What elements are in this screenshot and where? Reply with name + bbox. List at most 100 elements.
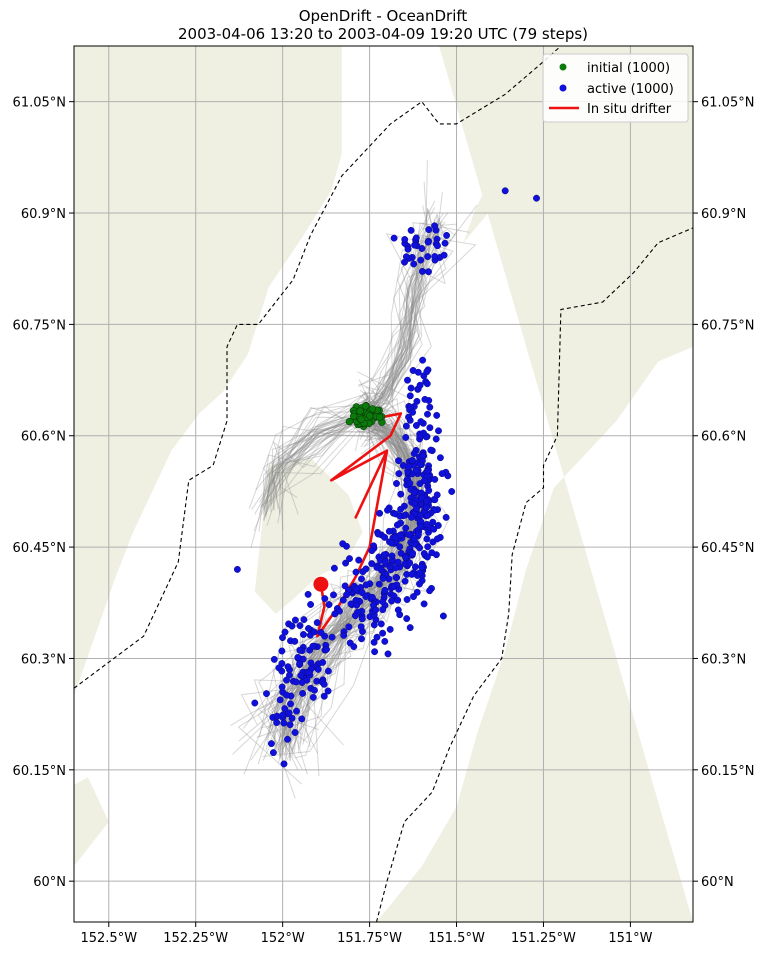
trajectory-39 <box>251 414 367 510</box>
active-particle-124 <box>395 470 403 478</box>
lat-tick-label-right-2: 60.3°N <box>701 652 746 667</box>
active-particle-329 <box>370 542 378 550</box>
active-particle-399 <box>299 689 307 697</box>
active-particle-440 <box>280 760 288 768</box>
active-particle-343 <box>394 606 402 614</box>
lat-tick-label-left-6: 60.9°N <box>21 207 66 222</box>
trajectory-71 <box>268 419 365 513</box>
active-particle-421 <box>284 663 292 671</box>
active-particle-319 <box>379 574 387 582</box>
trajectory-31 <box>272 419 368 485</box>
active-particle-6 <box>402 434 410 441</box>
trajectory-19 <box>262 403 367 508</box>
border-line-0 <box>74 46 562 689</box>
trajectory-78 <box>279 417 417 745</box>
active-particle-430 <box>283 676 290 684</box>
active-particle-385 <box>296 622 304 630</box>
initial-particle-62 <box>350 412 358 420</box>
active-particle-516 <box>251 699 259 707</box>
active-particle-417 <box>310 628 318 636</box>
active-particle-345 <box>379 598 387 606</box>
trajectory-83 <box>266 392 371 509</box>
active-particle-95 <box>433 411 441 419</box>
active-particle-354 <box>377 620 385 628</box>
active-particle-249 <box>368 560 376 568</box>
trajectory-92 <box>363 214 440 408</box>
active-particle-226 <box>380 551 388 559</box>
border-line-1 <box>375 227 693 922</box>
legend-initial-marker <box>559 63 567 71</box>
active-particle-466 <box>404 245 412 253</box>
trajectory-135 <box>267 413 364 498</box>
active-particle-350 <box>358 575 365 583</box>
active-particle-267 <box>408 570 416 578</box>
active-particle-257 <box>418 563 426 571</box>
legend-active-label: active (1000) <box>587 82 674 97</box>
trajectory-72 <box>361 200 436 405</box>
legend-initial-label: initial (1000) <box>587 61 670 76</box>
active-particle-412 <box>323 646 330 653</box>
in-situ-drifter <box>313 412 403 638</box>
active-particle-496 <box>427 446 435 454</box>
active-particle-434 <box>291 729 299 736</box>
active-particle-499 <box>419 356 427 364</box>
map-title-line2: 2003-04-06 13:20 to 2003-04-09 19:20 UTC… <box>178 25 588 43</box>
gridlines <box>74 46 693 922</box>
lon-tick-label-5: 151.25°W <box>511 931 576 946</box>
trajectory-99 <box>276 391 366 495</box>
initial-particle-59 <box>375 413 384 421</box>
trajectory-32 <box>361 224 440 429</box>
active-particle-502 <box>409 367 417 374</box>
active-particle-287 <box>381 637 389 645</box>
trajectory-79 <box>262 415 369 488</box>
active-particle-255 <box>392 564 400 572</box>
active-particle-244 <box>423 497 431 505</box>
active-particle-234 <box>381 533 389 541</box>
active-particle-423 <box>294 653 302 661</box>
active-particle-505 <box>423 380 431 388</box>
trajectory-95 <box>262 401 363 521</box>
trajectory-163 <box>271 419 368 513</box>
active-particle-259 <box>385 527 393 535</box>
active-particle-253 <box>416 569 424 577</box>
lon-tick-label-2: 152°W <box>261 931 305 946</box>
active-particle-494 <box>431 253 439 260</box>
active-particle-506 <box>407 384 415 392</box>
active-particle-337 <box>307 601 315 608</box>
active-particle-317 <box>386 625 394 633</box>
lon-tick-label-1: 152.25°W <box>163 931 228 946</box>
active-particle-295 <box>370 621 378 629</box>
trajectory-48 <box>364 233 436 401</box>
drifter-end-marker <box>313 576 329 592</box>
active-particle-349 <box>321 595 329 603</box>
active-particle-94 <box>439 612 447 620</box>
active-particle-300 <box>340 631 348 639</box>
active-particle-152 <box>438 470 446 478</box>
lon-tick-label-3: 151.75°W <box>337 931 402 946</box>
lat-tick-label-left-5: 60.75°N <box>13 318 66 333</box>
active-particle-126 <box>423 504 430 512</box>
trajectory-24 <box>365 222 456 391</box>
trajectory-4 <box>354 237 454 452</box>
trajectory-148 <box>363 218 441 408</box>
trajectory-14 <box>291 397 410 754</box>
active-particle-195 <box>384 506 391 514</box>
active-particle-55 <box>433 491 441 499</box>
trajectory-159 <box>263 412 362 518</box>
initial-particle-68 <box>356 407 364 415</box>
active-particle-347 <box>339 540 347 548</box>
active-particle-43 <box>436 454 444 462</box>
active-particle-443 <box>286 721 294 729</box>
legend-active-marker <box>559 84 567 92</box>
active-particle-393 <box>297 672 305 680</box>
active-particle-303 <box>392 574 400 581</box>
trajectory-149 <box>269 405 424 737</box>
active-particle-357 <box>353 601 361 609</box>
active-particle-378 <box>300 631 307 638</box>
active-particle-483 <box>425 226 433 234</box>
trajectory-63 <box>264 402 365 516</box>
active-particle-194 <box>420 477 428 485</box>
axis-ticks: 152.5°W 152.25°W 152°W 151.75°W 151.5°W 151.2… <box>13 96 755 946</box>
active-particle-263 <box>402 553 410 561</box>
active-particle-293 <box>342 559 350 567</box>
